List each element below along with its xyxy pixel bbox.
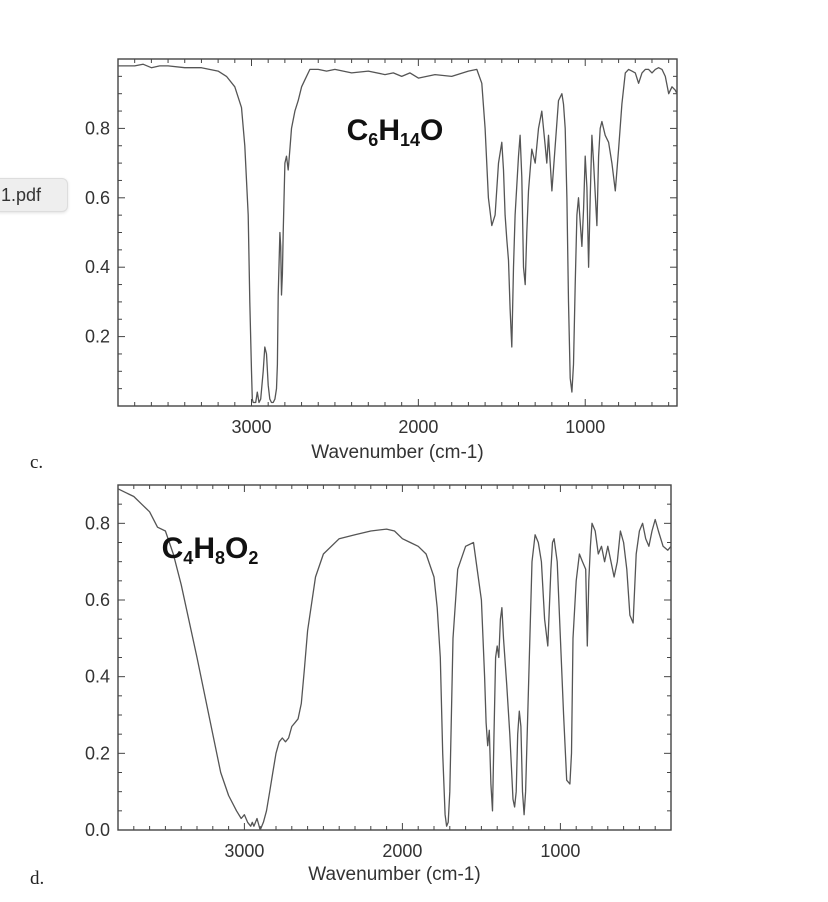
y-tick-label: 0.2 [85, 327, 110, 347]
item-label-c: c. [30, 452, 44, 473]
x-tick-label: 3000 [224, 841, 264, 861]
y-tick-label: 0.2 [85, 743, 110, 763]
formula-subscript: 8 [215, 548, 225, 568]
y-tick-label: 0.0 [85, 820, 110, 840]
formula-element: H [193, 532, 215, 565]
formula-subscript: 2 [248, 548, 258, 568]
pdf-file-tab[interactable]: 1.pdf [0, 178, 68, 212]
y-tick-label: 0.6 [85, 188, 110, 208]
item-label-d: d. [30, 868, 45, 889]
pdf-file-tab-label: 1.pdf [1, 185, 42, 205]
x-tick-label: 2000 [382, 841, 422, 861]
formula-subscript: 6 [368, 130, 378, 150]
y-tick-label: 0.6 [85, 590, 110, 610]
spectrum-line-c [118, 63, 678, 404]
molecular-formula-d: C4H8O2 [162, 532, 259, 568]
y-tick-label: 0.4 [85, 667, 110, 687]
x-tick-label: 1000 [540, 841, 580, 861]
formula-subscript: 14 [400, 130, 420, 150]
x-tick-label: 1000 [565, 417, 605, 437]
x-tick-label: 3000 [231, 417, 271, 437]
formula-subscript: 4 [183, 548, 193, 568]
x-axis-label: Wavenumber (cm-1) [308, 864, 480, 885]
spectrum-line-d [117, 488, 672, 831]
formula-element: C [162, 532, 184, 565]
y-tick-label: 0.8 [85, 118, 110, 138]
y-tick-label: 0.8 [85, 513, 110, 533]
formula-element: O [420, 114, 443, 147]
formula-element: H [378, 114, 400, 147]
y-tick-label: 0.4 [85, 257, 110, 277]
formula-element: O [225, 532, 248, 565]
x-axis-label: Wavenumber (cm-1) [311, 442, 483, 463]
x-tick-label: 2000 [398, 417, 438, 437]
molecular-formula-c: C6H14O [347, 114, 444, 150]
formula-element: C [347, 114, 369, 147]
